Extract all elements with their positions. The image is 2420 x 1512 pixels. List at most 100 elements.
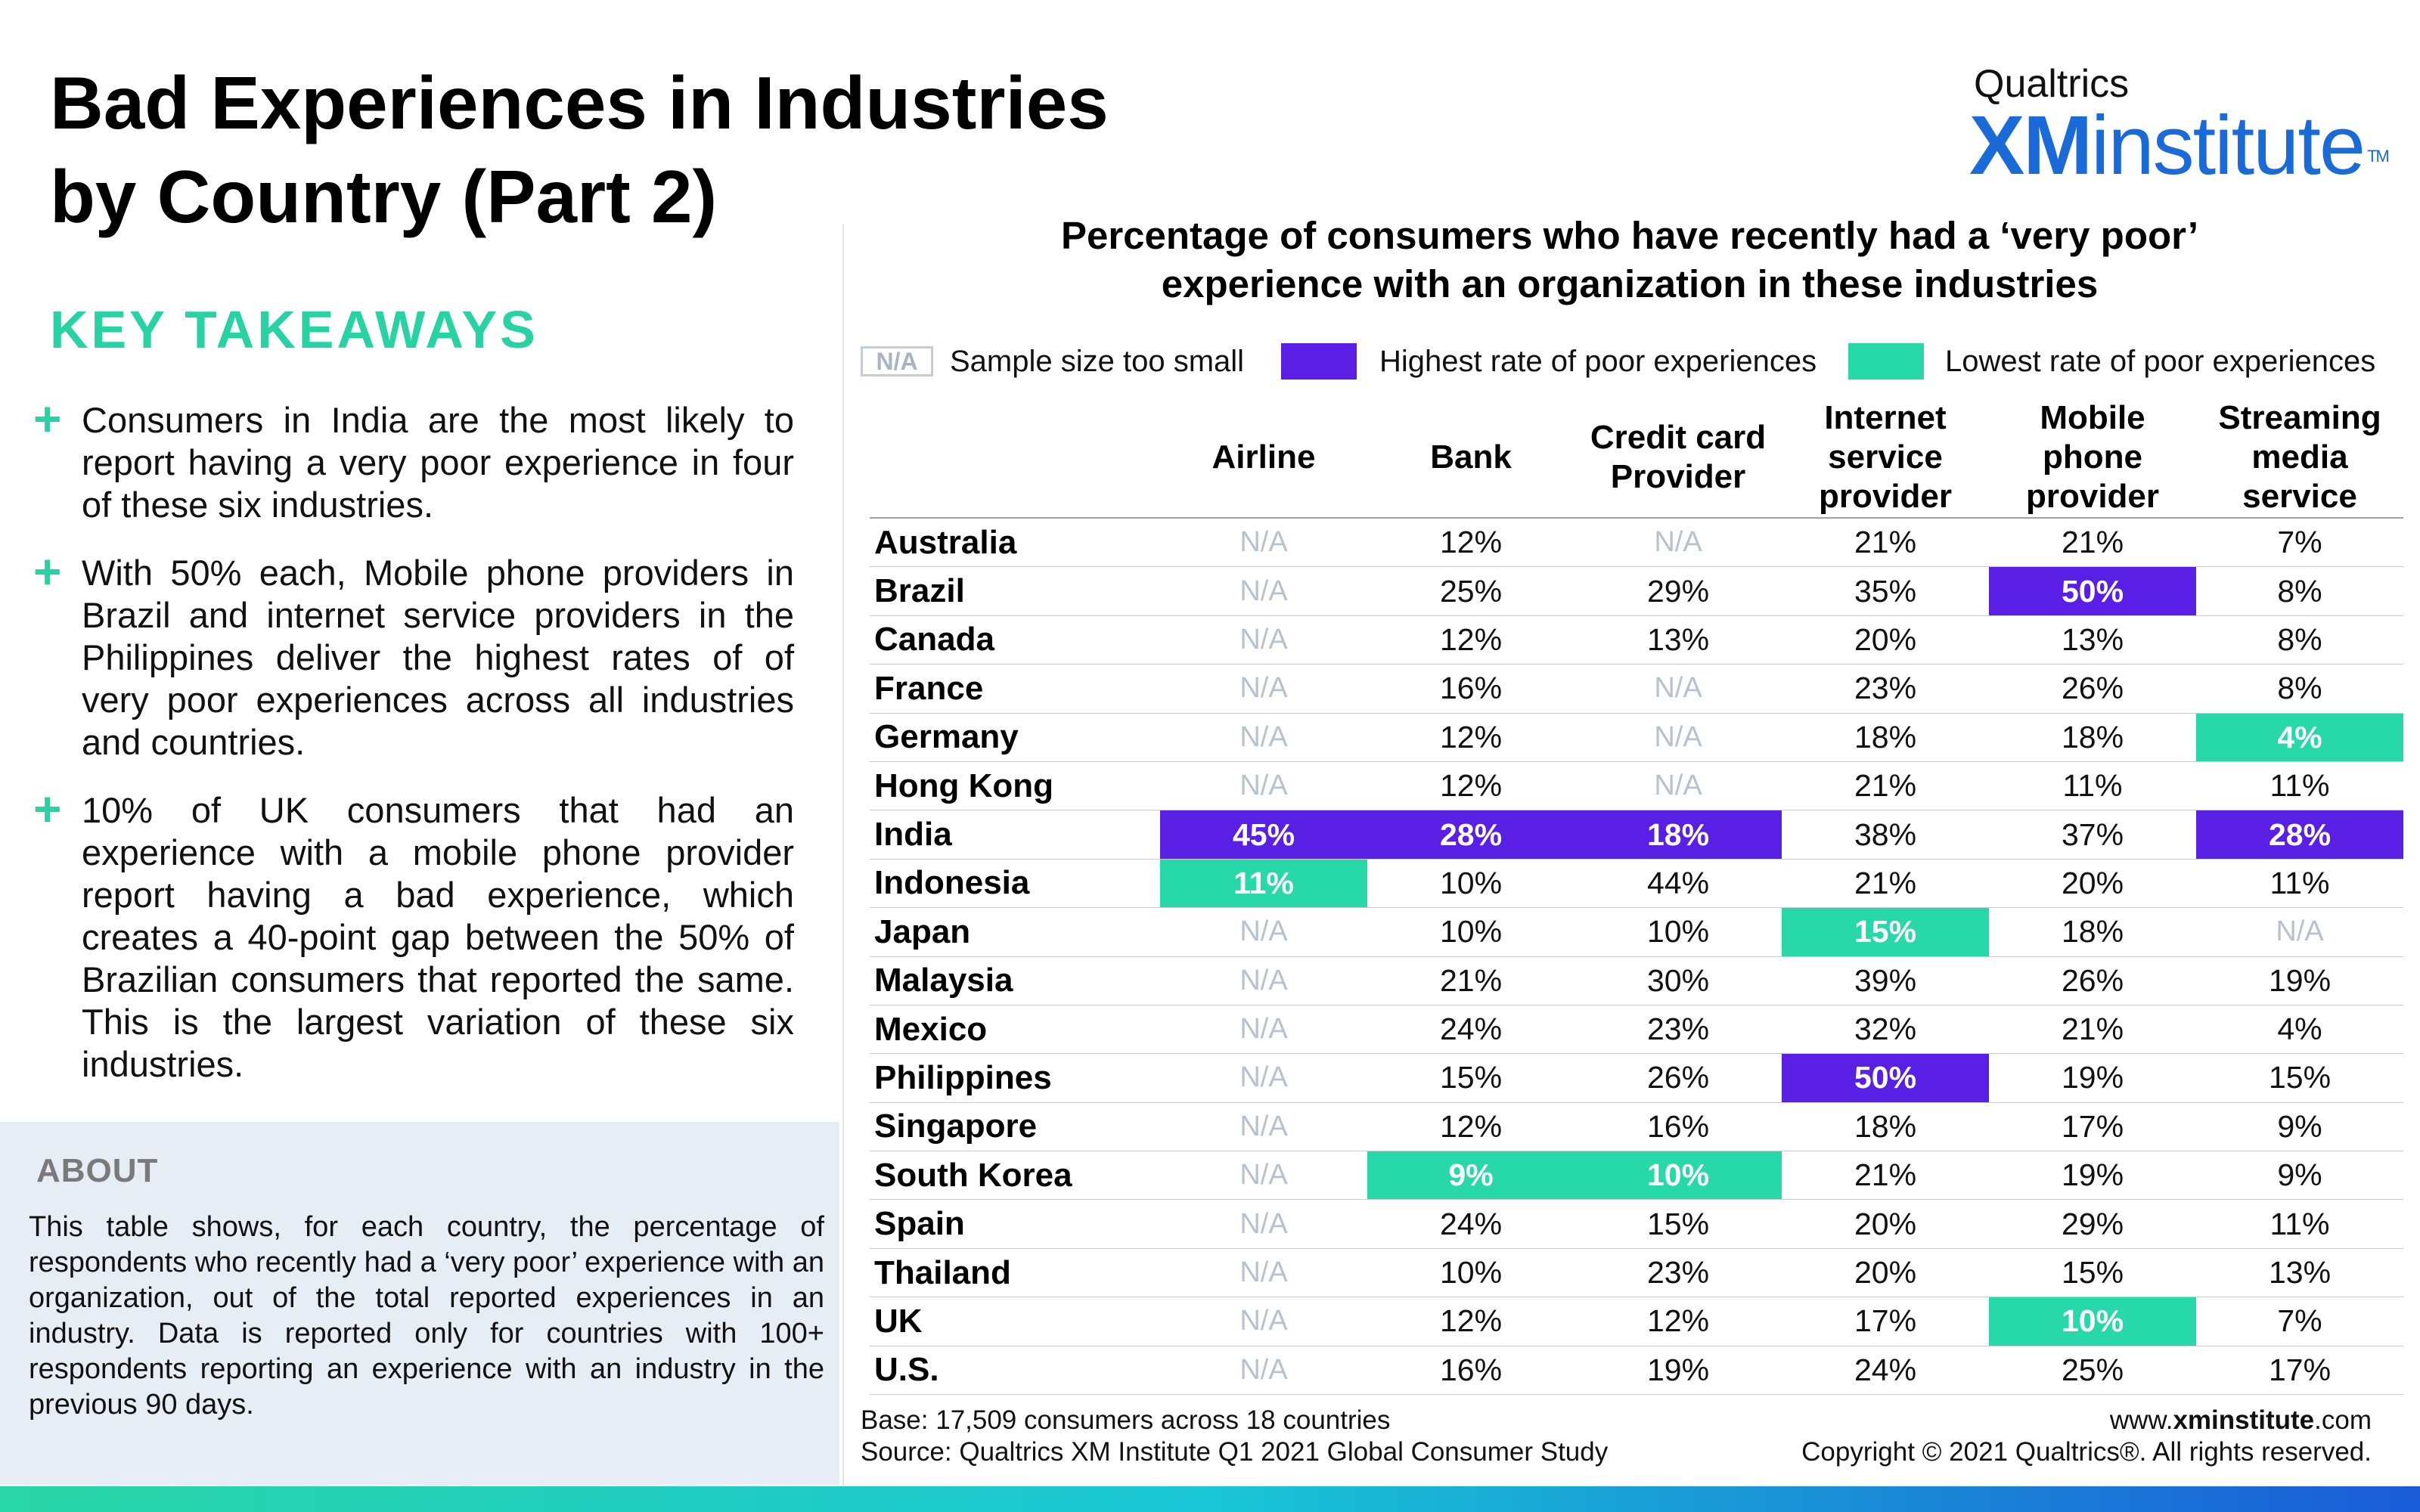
table-cell: 10% [1367,860,1575,909]
logo-institute: institute [2091,99,2366,192]
table-cell: 13% [2196,1249,2403,1298]
table-cell: 12% [1367,519,1575,568]
table-cell: 30% [1575,957,1782,1005]
table-cell: N/A [1160,616,1367,665]
footer-source: Source: Qualtrics XM Institute Q1 2021 G… [861,1437,1609,1467]
table-cell: 35% [1782,567,1989,616]
column-header-line: service [2242,478,2357,515]
row-label: U.S. [870,1346,1160,1396]
table-cell: N/A [1160,1200,1367,1249]
table-cell: 11% [1160,859,1367,909]
table-cell: N/A [1575,762,1782,811]
table-cell: 23% [1782,665,1989,714]
table-cell: N/A [1160,1346,1367,1396]
table-cell: 20% [1989,860,2196,909]
table-cell: 21% [1782,762,1989,811]
table-cell: 10% [1575,1151,1782,1201]
table-cell: N/A [1575,665,1782,714]
table-cell: 15% [1575,1200,1782,1249]
table-cell: N/A [1160,1151,1367,1201]
table-cell: N/A [1160,1103,1367,1152]
key-takeaways-list: + Consumers in India are the most likely … [33,392,794,1111]
logo-trademark: TM [2367,147,2390,166]
row-label: Australia [870,519,1160,568]
footer-url-domain: xminstitute [2173,1405,2315,1435]
table-cell: 9% [2196,1151,2403,1201]
table-cell: N/A [1160,1297,1367,1346]
column-header: Credit card Provider [1575,398,1782,519]
about-text: This table shows, for each country, the … [29,1211,824,1421]
column-header: Mobile phone provider [1989,398,2196,519]
table-cell: N/A [1160,714,1367,762]
table-cell: 39% [1782,957,1989,1005]
table-cell: 9% [2196,1103,2403,1152]
table-cell: 8% [2196,567,2403,616]
table-cell: 28% [1367,810,1575,860]
takeaway-item: +10% of UK consumers that had an experie… [33,785,794,1086]
table-cell: N/A [1575,714,1782,762]
table-cell: 10% [1367,908,1575,957]
table-cell: 12% [1367,714,1575,762]
table-cell: 20% [1782,1249,1989,1298]
table-cell: 13% [1989,616,2196,665]
row-label: Mexico [870,1005,1160,1055]
row-label: Philippines [870,1054,1160,1103]
takeaway-text: With 50% each, Mobile phone providers in… [82,553,794,762]
takeaway-text: Consumers in India are the most likely t… [82,400,794,525]
table-cell: 15% [2196,1054,2403,1103]
table-cell: 16% [1575,1103,1782,1152]
legend-item-high: Highest rate of poor experiences [1281,340,1817,383]
table-cell: N/A [1160,567,1367,616]
chart-title: Percentage of consumers who have recentl… [870,212,2390,308]
table-cell: 38% [1782,810,1989,860]
table-cell: 18% [1782,714,1989,762]
column-header: Bank [1367,398,1575,519]
legend-low-label: Lowest rate of poor experiences [1945,344,2376,378]
key-takeaways-title: KEY TAKEAWAYS [50,300,538,359]
table-cell: 15% [1367,1054,1575,1103]
column-header-line: Credit card [1590,419,1767,456]
table-header-corner [870,398,1160,519]
logo-xm: XM [1969,99,2093,192]
table-cell: 10% [1989,1297,2196,1346]
table-cell: N/A [1160,908,1367,957]
table-cell: N/A [1160,665,1367,714]
table-cell: 11% [1989,762,2196,811]
column-divider [842,224,844,1486]
plus-icon: + [33,392,62,446]
column-header-line: service [1828,438,1943,476]
column-header-line: Mobile [2040,399,2145,436]
table-cell: N/A [1160,762,1367,811]
row-label: India [870,810,1160,860]
table-cell: 20% [1782,616,1989,665]
legend-item-na: N/A Sample size too small [861,340,1244,383]
bottom-gradient-bar [0,1486,2420,1512]
table-cell: 11% [2196,860,2403,909]
table-cell: 7% [2196,519,2403,568]
footer-url[interactable]: www.xminstitute.com [1801,1405,2372,1436]
table-cell: 29% [1575,567,1782,616]
footer-credits: www.xminstitute.com Copyright © 2021 Qua… [1801,1405,2372,1468]
table-cell: 26% [1989,665,2196,714]
table-cell: 29% [1989,1200,2196,1249]
table-cell: 12% [1367,1103,1575,1152]
column-header-line: phone [2043,438,2142,476]
row-label: Singapore [870,1103,1160,1152]
footer-copyright: Copyright © 2021 Qualtrics®. All rights … [1801,1437,2372,1467]
table-cell: 21% [1367,957,1575,1005]
row-label: Germany [870,714,1160,762]
table-cell: 8% [2196,616,2403,665]
table-cell: 10% [1575,908,1782,957]
page-title: Bad Experiences in Industries by Country… [50,56,1184,243]
table-cell: 8% [2196,665,2403,714]
table-cell: 24% [1782,1346,1989,1396]
table-cell: N/A [1160,1005,1367,1055]
table-cell: 50% [1989,567,2196,616]
column-header-line: Airline [1212,438,1316,476]
table-cell: 20% [1782,1200,1989,1249]
table-cell: 18% [1575,810,1782,860]
plus-icon: + [33,544,62,599]
table-cell: 11% [2196,762,2403,811]
table-cell: 25% [1367,567,1575,616]
table-cell: N/A [1160,957,1367,1005]
